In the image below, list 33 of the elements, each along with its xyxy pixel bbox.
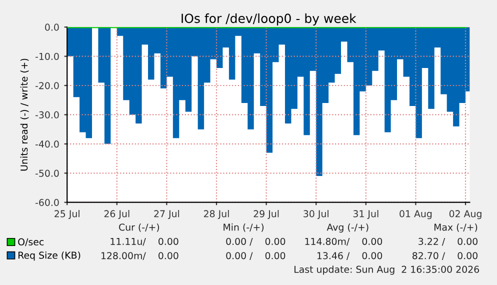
y-axis-title: Units read (-) / write (+): [20, 58, 29, 171]
y-tick-label: 0.0: [45, 24, 59, 31]
x-tick-label: 26 Jul: [104, 210, 130, 220]
text: 13.46 / 0.00: [317, 252, 382, 260]
text: 114.80m/ 0.00: [305, 238, 382, 246]
x-tick-label: 31 Jul: [353, 210, 378, 220]
x-tick-label: 28 Jul: [204, 210, 229, 220]
y-tick-label: -60.0: [35, 198, 59, 206]
y-tick-label: -20.0: [35, 82, 59, 90]
legend-label: Req Size (KB): [18, 252, 80, 261]
x-tick-label: 01 Aug: [400, 210, 432, 220]
text: Avg (-/+): [326, 223, 368, 233]
text: 0.00 / 0.00: [226, 252, 286, 260]
text: Max (-/+): [434, 223, 478, 232]
text: Min (-/+): [224, 223, 264, 232]
legend-label: O/sec: [18, 238, 44, 246]
x-tick-label: 02 Aug: [449, 210, 482, 220]
x-tick-label: 27 Jul: [154, 210, 180, 220]
chart-title: IOs for /dev/loop0 - by week: [182, 13, 356, 26]
y-tick-label: -40.0: [35, 140, 59, 148]
x-tick-label: 25 Jul: [54, 210, 80, 220]
y-tick-label: -30.0: [35, 111, 59, 118]
text: 128.00m/ 0.00: [101, 252, 178, 260]
text: 0.00 / 0.00: [226, 238, 286, 246]
y-tick-label: -50.0: [35, 170, 59, 177]
text: 82.70 / 0.00: [412, 252, 478, 260]
x-tick-label: 30 Jul: [304, 210, 328, 220]
text: Last update: Sun Aug 2 16:35:00 2026: [294, 266, 480, 275]
text: Cur (-/+): [119, 223, 160, 232]
y-tick-label: -10.0: [35, 52, 59, 60]
x-tick-label: 29 Jul: [254, 210, 279, 220]
text: 3.22 / 0.00: [418, 238, 478, 246]
text: 11.11u/ 0.00: [110, 238, 178, 246]
